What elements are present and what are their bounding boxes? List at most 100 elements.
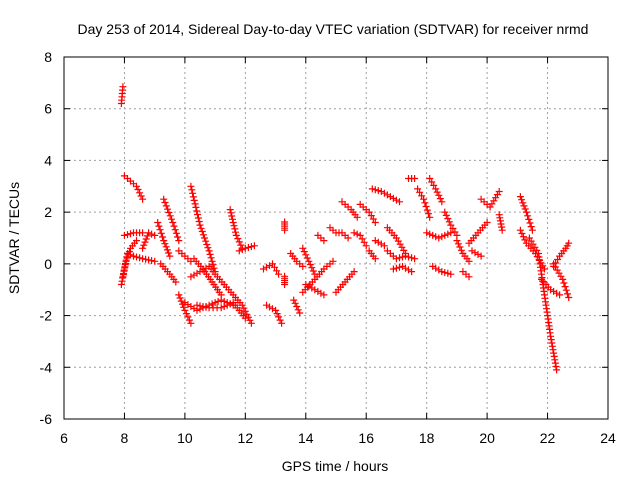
data-point xyxy=(143,232,151,240)
data-point xyxy=(266,262,273,270)
data-point xyxy=(371,255,379,263)
data-point xyxy=(244,313,252,321)
data-point xyxy=(171,226,179,234)
data-point xyxy=(411,255,419,263)
data-point xyxy=(266,303,273,311)
y-tick-label: 2 xyxy=(44,204,52,220)
data-point xyxy=(520,202,528,210)
data-point xyxy=(526,219,534,227)
data-point xyxy=(521,205,529,213)
data-point xyxy=(187,273,195,281)
data-point xyxy=(193,207,201,215)
data-point xyxy=(184,313,192,321)
x-tick-label: 14 xyxy=(298,430,314,446)
data-point xyxy=(377,188,385,195)
data-point xyxy=(172,229,180,237)
data-point xyxy=(160,195,168,203)
data-point xyxy=(405,253,412,261)
data-point xyxy=(177,297,185,305)
y-tick-label: 6 xyxy=(44,101,52,117)
data-point xyxy=(276,316,284,324)
data-point xyxy=(389,265,397,273)
data-point xyxy=(119,83,127,91)
data-point xyxy=(371,186,379,194)
data-point xyxy=(214,297,222,305)
data-point xyxy=(380,242,388,250)
data-point xyxy=(229,215,236,223)
data-point xyxy=(155,222,163,230)
data-point xyxy=(223,301,231,309)
y-tick-label: 4 xyxy=(44,152,52,168)
data-point xyxy=(231,225,239,233)
data-point xyxy=(234,235,242,243)
y-tick-labels: -6 -4 -2 0 2 4 6 8 xyxy=(40,49,53,427)
data-point xyxy=(238,301,246,309)
data-point xyxy=(194,211,201,218)
data-point xyxy=(136,189,144,197)
data-point xyxy=(516,226,524,234)
plot-frame xyxy=(63,56,609,420)
data-point xyxy=(444,269,452,277)
data-point xyxy=(524,212,532,220)
data-point xyxy=(139,195,147,203)
data-point xyxy=(240,304,248,312)
data-point xyxy=(293,303,301,310)
data-point xyxy=(421,199,429,207)
data-point xyxy=(208,257,216,265)
data-point xyxy=(166,212,174,220)
data-point xyxy=(193,269,201,277)
data-point xyxy=(127,251,134,259)
data-point xyxy=(518,196,526,204)
data-point xyxy=(320,291,328,299)
data-point xyxy=(241,244,249,252)
data-point xyxy=(299,244,307,252)
data-point xyxy=(309,267,317,275)
data-point xyxy=(169,219,177,226)
data-point xyxy=(396,198,403,206)
chart-title: Day 253 of 2014, Sidereal Day-to-day VTE… xyxy=(78,21,589,37)
y-tick-label: 0 xyxy=(44,256,52,272)
data-point xyxy=(220,303,228,310)
y-tick-label: 8 xyxy=(44,49,52,65)
data-point xyxy=(124,231,131,239)
data-point xyxy=(371,237,379,245)
data-point xyxy=(142,235,150,243)
data-point xyxy=(189,193,197,201)
data-point xyxy=(151,257,159,265)
y-tick-label: -4 xyxy=(40,359,53,375)
data-point xyxy=(157,229,165,237)
data-point xyxy=(238,246,246,254)
data-point xyxy=(243,310,251,318)
data-point xyxy=(228,212,236,220)
data-point xyxy=(161,199,169,206)
data-point xyxy=(176,294,184,302)
data-point xyxy=(525,215,533,223)
data-point xyxy=(275,313,283,321)
data-point xyxy=(317,289,325,297)
data-point xyxy=(429,231,437,239)
data-point xyxy=(247,243,255,251)
data-point xyxy=(123,253,131,261)
data-point xyxy=(189,189,197,197)
data-point xyxy=(353,230,361,238)
x-tick-label: 6 xyxy=(60,430,68,446)
data-point xyxy=(396,254,403,262)
data-point xyxy=(151,231,159,239)
data-point xyxy=(329,257,337,265)
data-point xyxy=(308,284,316,292)
data-point xyxy=(175,237,183,245)
data-point xyxy=(553,366,561,374)
data-point xyxy=(564,290,571,298)
data-point xyxy=(436,195,444,203)
data-point xyxy=(495,188,503,195)
data-point xyxy=(160,237,168,245)
data-point xyxy=(246,316,254,324)
data-point xyxy=(457,246,465,254)
data-point xyxy=(423,206,431,214)
data-point xyxy=(380,189,388,197)
data-point xyxy=(299,262,307,270)
data-point xyxy=(519,199,527,207)
data-point xyxy=(527,223,535,231)
data-point xyxy=(444,230,452,238)
data-point xyxy=(306,261,314,268)
